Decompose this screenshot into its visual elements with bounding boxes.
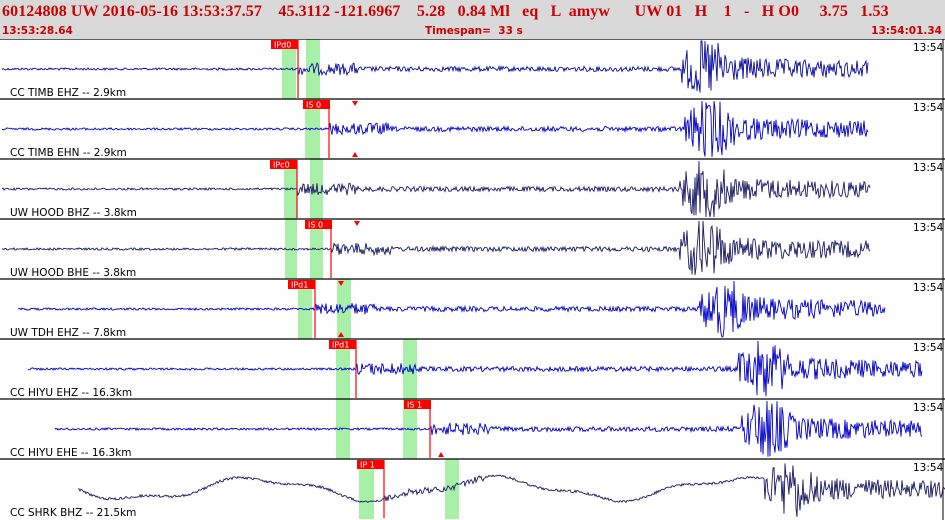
pick-label-box[interactable] [404, 400, 431, 409]
seismogram-panel[interactable]: IPd0 CC TIMB EHZ -- 2.9km 13:54 IS 0 CC TIMB… [0, 39, 945, 520]
trace-time-label: 13:54 [913, 462, 944, 474]
trace-row[interactable]: IS 0 UW HOOD BHE -- 3.8km 13:54 [0, 218, 945, 279]
polarity-up-arrow [338, 332, 344, 337]
trace-row[interactable]: IPd1 CC HIYU EHZ -- 16.3km 13:54 [0, 338, 945, 399]
polarity-up-arrow [352, 152, 358, 157]
trace-time-label: 13:54 [913, 342, 944, 354]
start-time-label: 13:53:28.64 [2, 25, 73, 37]
pick-label-box[interactable] [271, 40, 298, 49]
waveform-trace [1, 100, 869, 158]
polarity-down-arrow [338, 281, 344, 286]
trace-channel-label: UW HOOD BHZ -- 3.8km [10, 207, 137, 219]
trace-time-label: 13:54 [913, 222, 944, 234]
pick-label: IPd1 [291, 281, 308, 290]
trace-channel-label: CC TIMB EHN -- 2.9km [10, 147, 127, 159]
trace-time-label: 13:54 [913, 102, 944, 114]
waveform-trace [1, 40, 869, 93]
event-summary-title: 60124808 UW 2016-05-16 13:53:37.57 45.31… [2, 3, 889, 20]
pick-label: IS 1 [407, 401, 422, 410]
trace-row[interactable]: IS 1 CC HIYU EHE -- 16.3km 13:54 [0, 398, 945, 459]
trace-row[interactable]: IPd0 CC TIMB EHZ -- 2.9km 13:54 [0, 39, 945, 99]
pick-label-box[interactable] [329, 340, 356, 349]
trace-time-label: 13:54 [913, 42, 944, 54]
pick-label-box[interactable] [357, 460, 384, 469]
trace-row[interactable]: IPc0 UW HOOD BHZ -- 3.8km 13:54 [0, 158, 945, 219]
trace-time-label: 13:54 [913, 282, 944, 294]
polarity-up-arrow [438, 452, 444, 457]
trace-channel-label: CC HIYU EHZ -- 16.3km [10, 387, 132, 399]
end-time-label: 13:54:01.34 [871, 25, 942, 37]
trace-time-label: 13:54 [913, 402, 944, 414]
pick-window-highlight [445, 459, 459, 519]
trace-channel-label: CC SHRK BHZ -- 21.5km [10, 507, 136, 519]
trace-channel-label: CC HIYU EHE -- 16.3km [10, 447, 132, 459]
pick-label: IS 0 [308, 221, 323, 230]
trace-time-label: 13:54 [913, 162, 944, 174]
waveform-trace [27, 340, 923, 397]
pick-label: IPd1 [332, 341, 349, 350]
waveform-trace [54, 400, 923, 457]
timespan-label: Timespan= 33 s [425, 25, 523, 37]
pick-label-box[interactable] [270, 160, 297, 169]
pick-label: IP 1 [360, 461, 375, 470]
trace-row[interactable]: IP 1 CC SHRK BHZ -- 21.5km 13:54 [0, 458, 945, 519]
pick-window-highlight [359, 459, 374, 519]
trace-row[interactable]: IPd1 UW TDH EHZ -- 7.8km 13:54 [0, 278, 945, 339]
pick-label-box[interactable] [288, 280, 315, 289]
pick-label: IS 0 [306, 101, 321, 110]
pick-label: IPc0 [273, 161, 290, 170]
waveform-trace [18, 280, 886, 338]
pick-window-highlight [336, 399, 350, 459]
event-header: 60124808 UW 2016-05-16 13:53:37.57 45.31… [0, 0, 945, 39]
trace-row[interactable]: IS 0 CC TIMB EHN -- 2.9km 13:54 [0, 98, 945, 159]
pick-label-box[interactable] [303, 100, 330, 109]
pick-label: IPd0 [274, 41, 291, 50]
polarity-down-arrow [354, 221, 360, 226]
polarity-down-arrow [352, 101, 358, 106]
pick-label-box[interactable] [305, 220, 332, 229]
pick-window-highlight [337, 279, 351, 339]
trace-channel-label: UW HOOD BHE -- 3.8km [10, 267, 136, 279]
trace-channel-label: UW TDH EHZ -- 7.8km [10, 327, 126, 339]
waveform-trace [1, 220, 871, 275]
waveform-trace [77, 463, 945, 517]
waveform-trace [1, 160, 871, 218]
trace-channel-label: CC TIMB EHZ -- 2.9km [10, 87, 126, 99]
pick-window-highlight [403, 339, 417, 399]
pick-window-highlight [306, 39, 320, 99]
